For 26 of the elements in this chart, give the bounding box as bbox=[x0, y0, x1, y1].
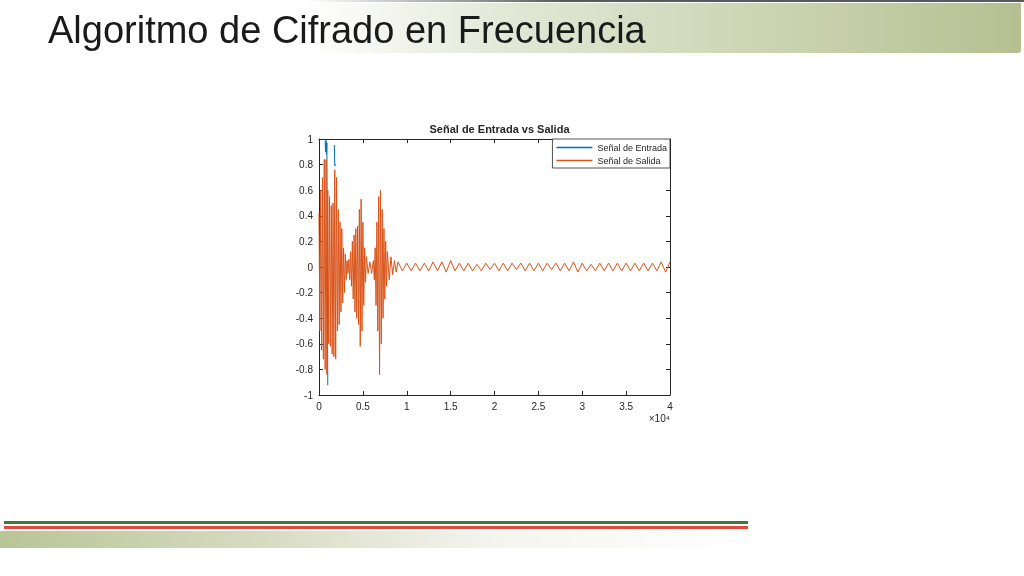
y-tick-label: 0 bbox=[307, 261, 314, 273]
y-tick-label: -0.4 bbox=[295, 312, 314, 324]
x-tick-label: 0.5 bbox=[355, 400, 371, 412]
y-tick-label: 0.4 bbox=[299, 210, 314, 222]
x-tick-label: 4 bbox=[667, 400, 674, 412]
legend-label: Señal de Salida bbox=[597, 155, 661, 166]
x-tick-label: 3 bbox=[579, 400, 586, 412]
y-tick-label: -0.6 bbox=[295, 338, 314, 350]
text: ×10⁴ bbox=[648, 412, 671, 424]
y-tick-label: -0.2 bbox=[295, 287, 314, 299]
chart-title: Algoritmo de Cifrado en Frecuencia bbox=[48, 8, 646, 52]
x-tick-label: 1.5 bbox=[443, 400, 459, 412]
y-tick-label: 0.2 bbox=[299, 235, 314, 247]
y-tick-label: -1 bbox=[304, 389, 314, 401]
x-tick-label: 2.5 bbox=[531, 400, 546, 412]
y-tick-label: 0.8 bbox=[299, 159, 314, 171]
x-tick-label: 3.5 bbox=[619, 400, 634, 412]
y-tick-label: -0.8 bbox=[295, 363, 314, 375]
x-tick-label: 2 bbox=[491, 400, 498, 412]
x-tick-label: 1 bbox=[403, 400, 410, 412]
y-tick-label: 1 bbox=[307, 133, 314, 145]
chart-subtitle: Señal de Entrada vs Salida bbox=[429, 122, 571, 135]
line-series bbox=[318, 158, 671, 376]
legend-label: Señal de Entrada bbox=[597, 142, 668, 153]
y-tick-label: 0.6 bbox=[299, 184, 314, 196]
x-tick-label: 0 bbox=[316, 400, 323, 412]
